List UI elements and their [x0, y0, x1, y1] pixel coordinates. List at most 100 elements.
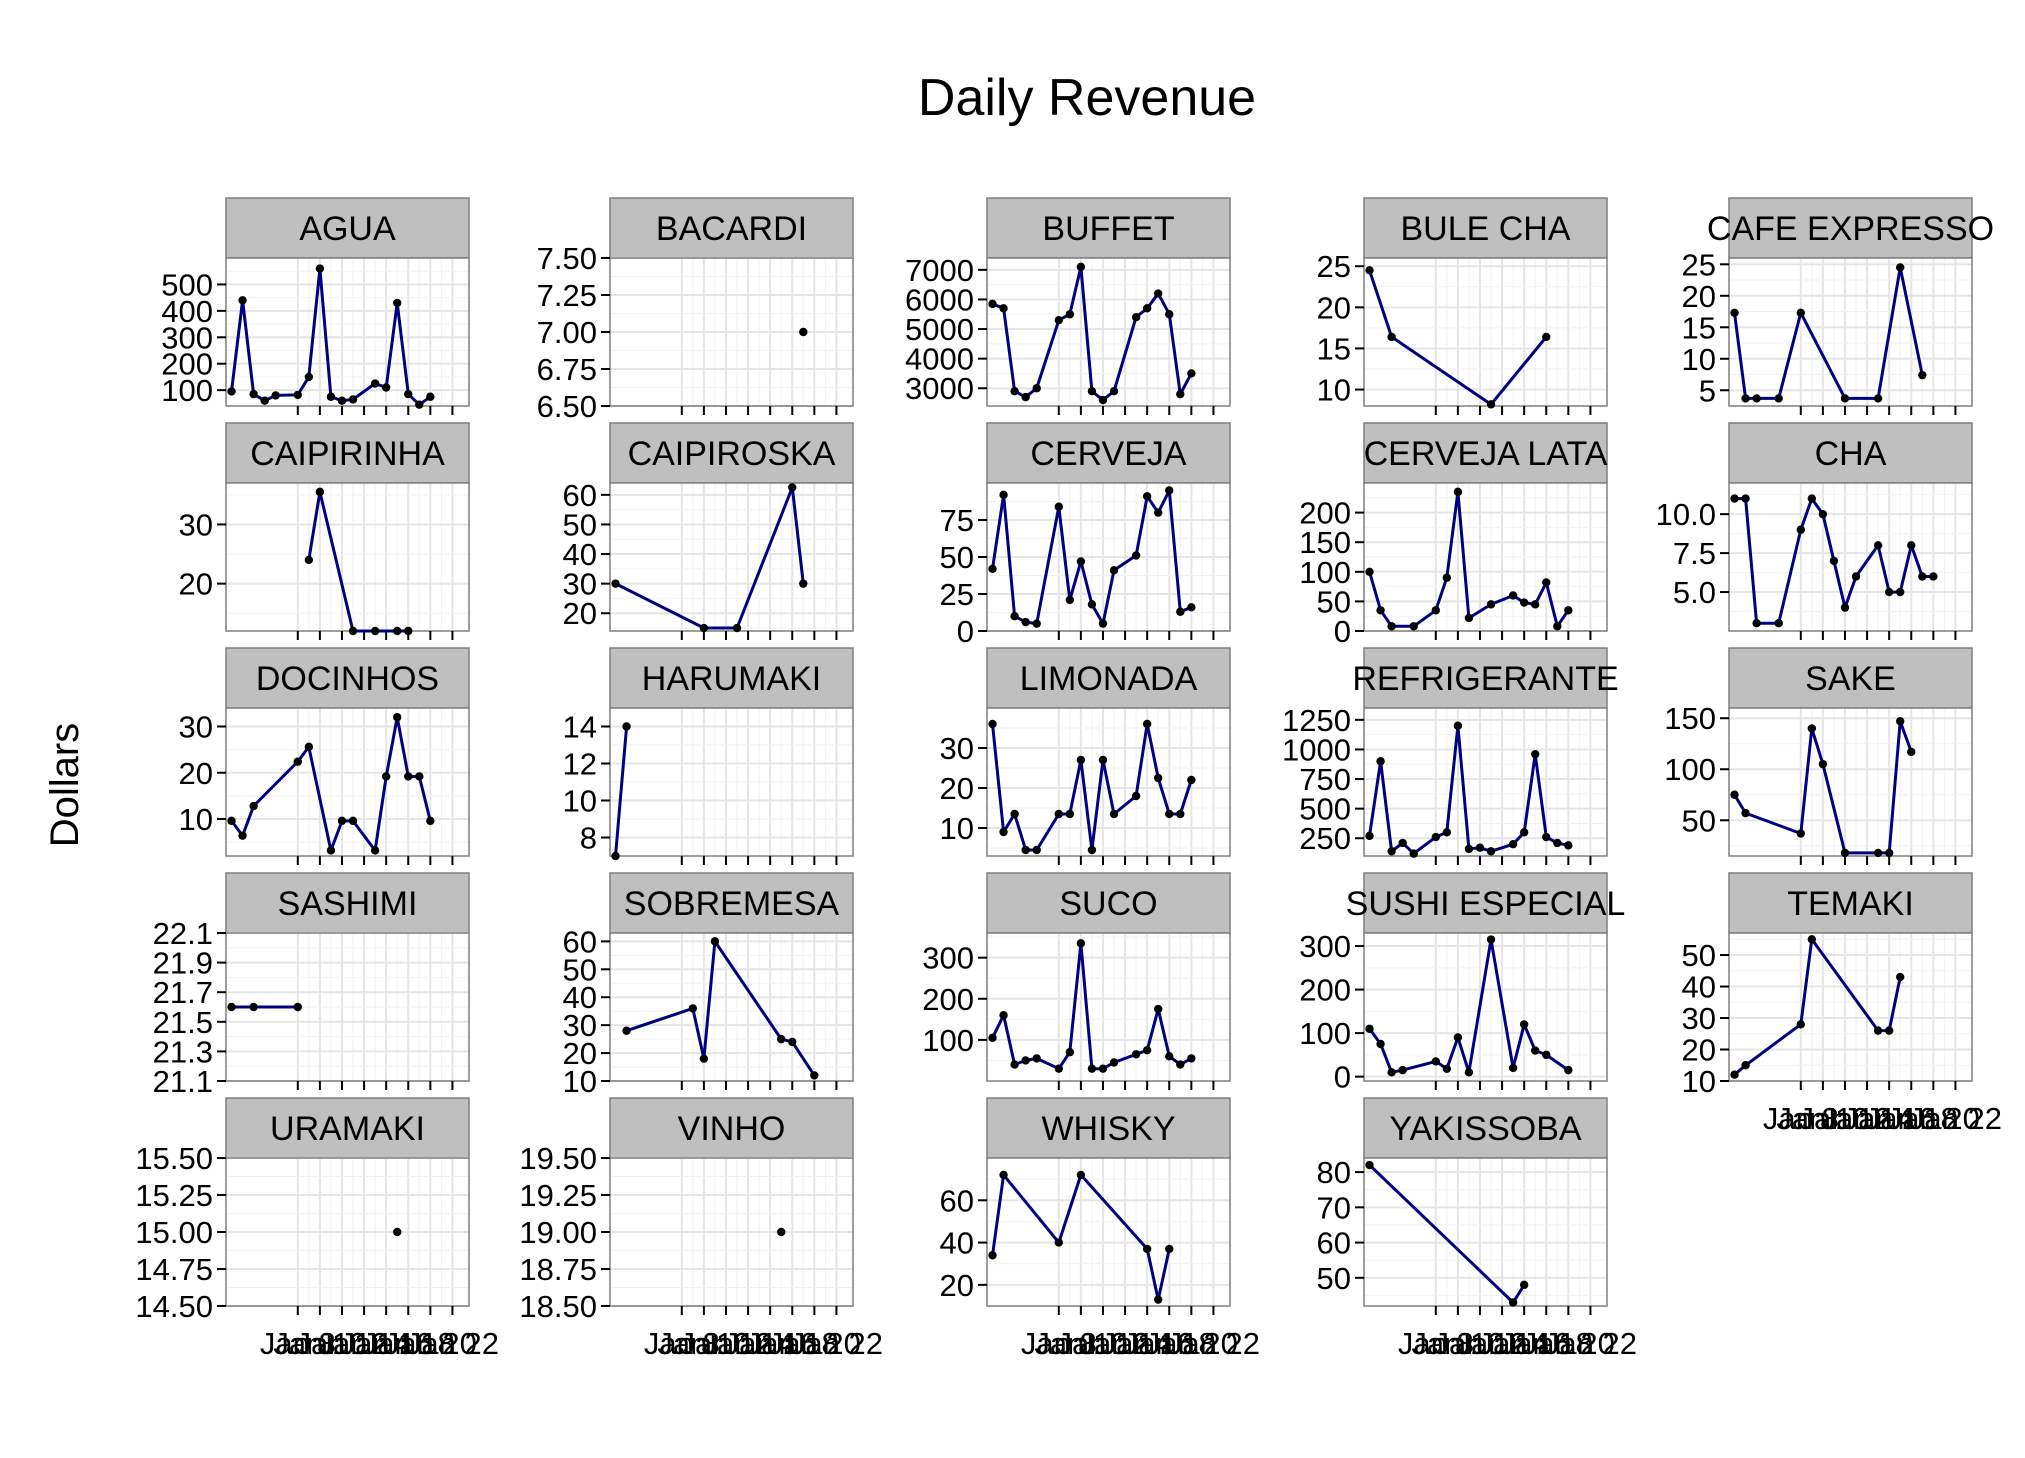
- data-point-sake: [1896, 717, 1905, 726]
- data-point-sobremesa: [699, 1054, 709, 1063]
- panel-border-buffet: [986, 257, 1231, 407]
- strip-label-buffet: BUFFET: [1042, 210, 1174, 248]
- data-point-refrigerante: [1398, 838, 1407, 848]
- panel-border-sobremesa: [609, 932, 854, 1082]
- data-point-whisky: [1054, 1238, 1063, 1247]
- data-point-refrigerante: [1542, 832, 1551, 842]
- strip-label-refrigerante: REFRIGERANTE: [1352, 660, 1618, 698]
- strip-label-cafe-expresso: CAFE EXPRESSO: [1707, 210, 1994, 248]
- data-point-cerveja-lata: [1464, 613, 1474, 623]
- y-tick-label-sobremesa: 40: [563, 980, 597, 1015]
- y-tick-label-sashimi: 21.1: [153, 1064, 213, 1099]
- x-tick-label-temaki: Jan 14: [1821, 1101, 1914, 1136]
- x-tick-label-whisky: Jan 22: [1167, 1326, 1260, 1361]
- y-tick-label-yakissoba: 50: [1317, 1261, 1351, 1296]
- series-line-harumaki: [614, 726, 629, 857]
- strip-docinhos: [225, 647, 470, 709]
- x-tick-label-temaki: Jan 22: [1909, 1101, 2002, 1136]
- data-point-cha: [1929, 572, 1938, 581]
- data-point-cerveja-lata: [1553, 622, 1562, 631]
- data-point-suco: [1165, 1052, 1174, 1061]
- data-point-cafe-expresso: [1752, 394, 1761, 403]
- data-point-docinhos: [415, 772, 424, 781]
- x-tick-label-uramaki: Jan 12: [295, 1326, 388, 1361]
- data-point-refrigerante: [1453, 721, 1463, 730]
- panel-sushi-especial: SUSHI ESPECIAL 0 100 200 300: [1299, 872, 1625, 1095]
- data-point-sushi-especial: [1464, 1068, 1474, 1077]
- panel-bacardi: BACARDI 6.506.757.007.257.50: [537, 197, 854, 424]
- data-point-caipirinha: [304, 555, 314, 565]
- grid-vinho: [610, 1157, 853, 1307]
- data-point-refrigerante: [1519, 828, 1529, 837]
- data-point-cha: [1807, 494, 1817, 503]
- strip-label-limonada: LIMONADA: [1020, 660, 1198, 698]
- plot-area-yakissoba: [1364, 1158, 1607, 1306]
- x-tick-label-yakissoba: Jan 10: [1411, 1326, 1504, 1361]
- data-point-cerveja-lata: [1376, 606, 1385, 615]
- y-tick-label-sobremesa: 50: [563, 952, 597, 987]
- y-tick-label-caipiroska: 40: [563, 537, 597, 572]
- y-tick-label-agua: 500: [161, 267, 213, 302]
- y-tick-label-vinho: 19.00: [519, 1215, 597, 1250]
- data-point-suco: [1032, 1054, 1041, 1063]
- data-point-refrigerante: [1442, 828, 1452, 837]
- y-tick-label-sushi-especial: 100: [1299, 1016, 1351, 1051]
- data-point-suco: [1142, 1045, 1152, 1055]
- y-tick-label-refrigerante: 750: [1299, 762, 1351, 797]
- y-tick-label-uramaki: 15.50: [135, 1141, 213, 1176]
- data-point-agua: [238, 296, 247, 305]
- data-point-sushi-especial: [1564, 1065, 1573, 1075]
- y-tick-label-bule-cha: 25: [1317, 249, 1351, 284]
- y-tick-label-cerveja-lata: 100: [1299, 555, 1351, 590]
- data-point-sushi-especial: [1542, 1050, 1551, 1060]
- data-point-buffet: [1087, 387, 1097, 396]
- y-tick-label-cerveja-lata: 150: [1299, 525, 1351, 560]
- data-point-docinhos: [249, 801, 258, 811]
- y-tick-label-caipirinha: 30: [179, 507, 213, 542]
- data-point-cha: [1730, 494, 1739, 503]
- data-point-limonada: [1154, 773, 1163, 783]
- panel-border-suco: [986, 932, 1231, 1082]
- grid-cha: [1729, 483, 1972, 631]
- data-point-yakissoba: [1508, 1298, 1518, 1307]
- data-point-sushi-especial: [1519, 1020, 1529, 1029]
- data-point-limonada: [999, 827, 1008, 837]
- y-tick-label-docinhos: 30: [179, 710, 213, 745]
- y-tick-label-cerveja: 0: [957, 614, 974, 649]
- data-point-cha: [1918, 572, 1927, 581]
- grid-caipirinha: [226, 483, 469, 631]
- data-point-limonada: [1187, 775, 1196, 785]
- grid-bule-cha: [1364, 258, 1607, 406]
- data-point-cha: [1829, 556, 1839, 566]
- x-tick-label-yakissoba: Jan 18: [1500, 1326, 1593, 1361]
- data-point-sashimi: [249, 1002, 258, 1012]
- x-tick-label-temaki: Jan 20: [1887, 1101, 1980, 1136]
- data-point-cafe-expresso: [1774, 394, 1783, 403]
- data-point-sushi-especial: [1365, 1024, 1374, 1033]
- data-point-cerveja: [988, 564, 997, 574]
- data-point-cerveja-lata: [1519, 598, 1529, 607]
- y-tick-label-caipiroska: 60: [563, 478, 597, 513]
- data-point-refrigerante: [1431, 832, 1440, 842]
- y-tick-label-yakissoba: 80: [1317, 1155, 1351, 1190]
- data-point-sake: [1807, 724, 1817, 733]
- y-tick-label-sashimi: 22.1: [153, 916, 213, 951]
- x-tick-label-temaki: Jan 10: [1776, 1101, 1869, 1136]
- data-point-sake: [1907, 747, 1916, 757]
- data-point-agua: [271, 391, 280, 400]
- y-tick-label-cafe-expresso: 25: [1682, 247, 1716, 282]
- strip-label-caipirinha: CAIPIRINHA: [250, 435, 445, 473]
- data-point-refrigerante: [1376, 757, 1385, 766]
- x-tick-label-temaki: Jan 8: [1763, 1101, 1839, 1136]
- panel-caipirinha: CAIPIRINHA 20 30: [179, 422, 470, 640]
- data-point-docinhos: [337, 816, 347, 826]
- data-point-cerveja: [1187, 603, 1196, 612]
- panel-border-limonada: [986, 707, 1231, 857]
- y-tick-label-vinho: 18.50: [519, 1289, 597, 1324]
